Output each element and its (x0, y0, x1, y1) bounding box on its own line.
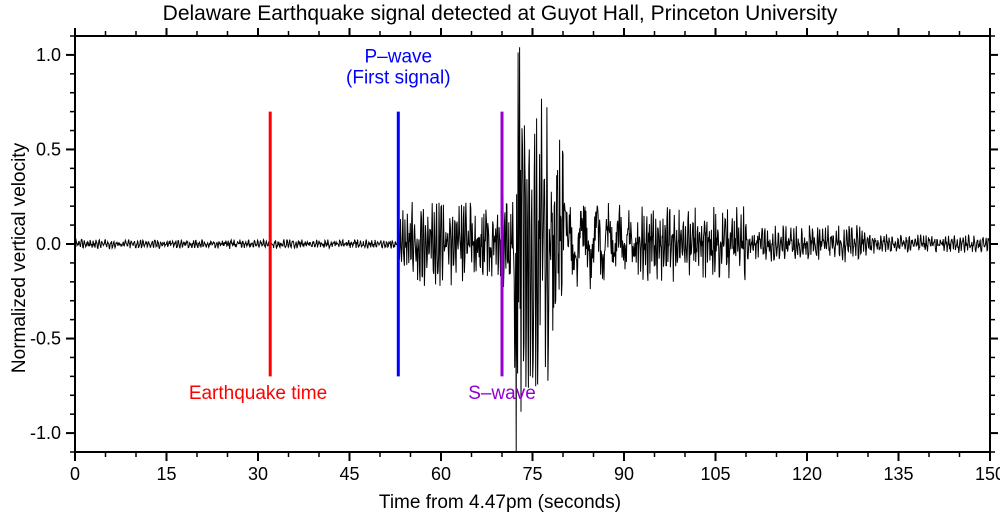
plot-svg: 0 15 30 45 60 75 90 105 120 135 150 -1.0 -0.5 0.0 0.5 1… (0, 0, 1000, 516)
svg-text:-1.0: -1.0 (30, 423, 61, 443)
svg-text:15: 15 (156, 464, 176, 484)
marker-label: (First signal) (346, 67, 451, 88)
svg-text:45: 45 (339, 464, 359, 484)
svg-text:0: 0 (70, 464, 80, 484)
svg-text:0.0: 0.0 (36, 234, 61, 254)
svg-text:135: 135 (883, 464, 913, 484)
svg-text:75: 75 (522, 464, 542, 484)
seismogram-chart: { "chart": { "type": "line", "title": "D… (0, 0, 1000, 516)
svg-text:-0.5: -0.5 (30, 329, 61, 349)
svg-text:1.0: 1.0 (36, 45, 61, 65)
svg-text:0.5: 0.5 (36, 139, 61, 159)
svg-text:90: 90 (614, 464, 634, 484)
marker-label: Earthquake time (189, 383, 327, 404)
svg-text:120: 120 (792, 464, 822, 484)
marker-label: P–wave (364, 46, 432, 67)
svg-text:30: 30 (248, 464, 268, 484)
marker-label: S–wave (468, 383, 536, 404)
svg-text:105: 105 (700, 464, 730, 484)
svg-text:150: 150 (975, 464, 1000, 484)
svg-text:60: 60 (431, 464, 451, 484)
